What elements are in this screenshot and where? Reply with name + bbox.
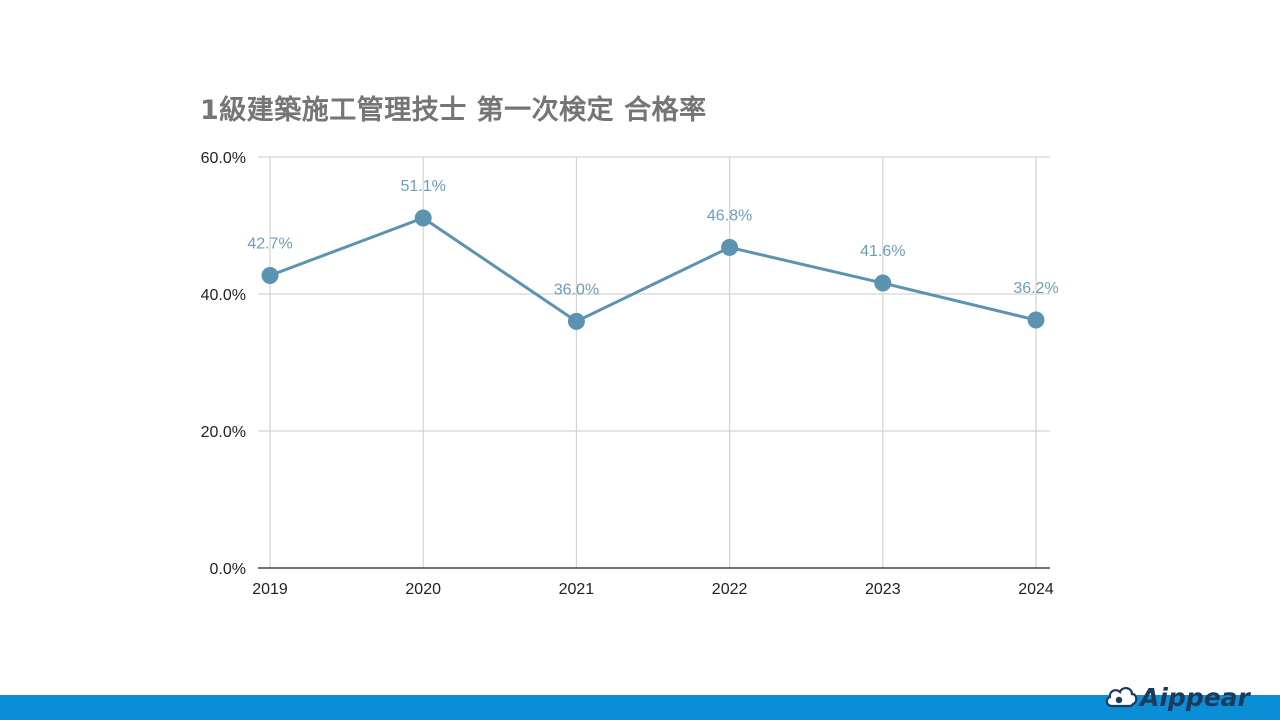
- data-point: [567, 312, 585, 330]
- x-tick-label: 2024: [1018, 581, 1054, 598]
- data-label: 51.1%: [401, 178, 446, 195]
- data-label: 41.6%: [860, 243, 905, 260]
- x-tick-label: 2021: [559, 581, 595, 598]
- data-point: [1027, 311, 1045, 329]
- x-tick-label: 2022: [712, 581, 748, 598]
- data-label: 46.8%: [707, 207, 752, 224]
- chart-title: 1級建築施工管理技士 第一次検定 合格率: [200, 95, 707, 126]
- y-tick-label: 20.0%: [201, 424, 246, 441]
- data-point: [721, 238, 739, 256]
- data-point: [261, 267, 279, 285]
- x-tick-label: 2020: [405, 581, 441, 598]
- y-tick-label: 40.0%: [201, 287, 246, 304]
- data-label: 36.0%: [554, 281, 599, 298]
- data-point: [414, 209, 432, 227]
- series-line: [269, 216, 1037, 323]
- x-tick-label: 2023: [865, 581, 901, 598]
- cloud-logo-icon: [1105, 687, 1138, 708]
- y-tick-label: 0.0%: [210, 561, 246, 578]
- brand-name: Aippear: [1140, 682, 1250, 712]
- data-label: 42.7%: [247, 236, 292, 253]
- data-point: [874, 274, 892, 292]
- y-tick-label: 60.0%: [201, 150, 246, 167]
- x-tick-label: 2019: [252, 581, 288, 598]
- data-label: 36.2%: [1013, 280, 1058, 297]
- footer-bar: [0, 695, 1280, 720]
- brand-logo: Aippear: [1104, 681, 1250, 713]
